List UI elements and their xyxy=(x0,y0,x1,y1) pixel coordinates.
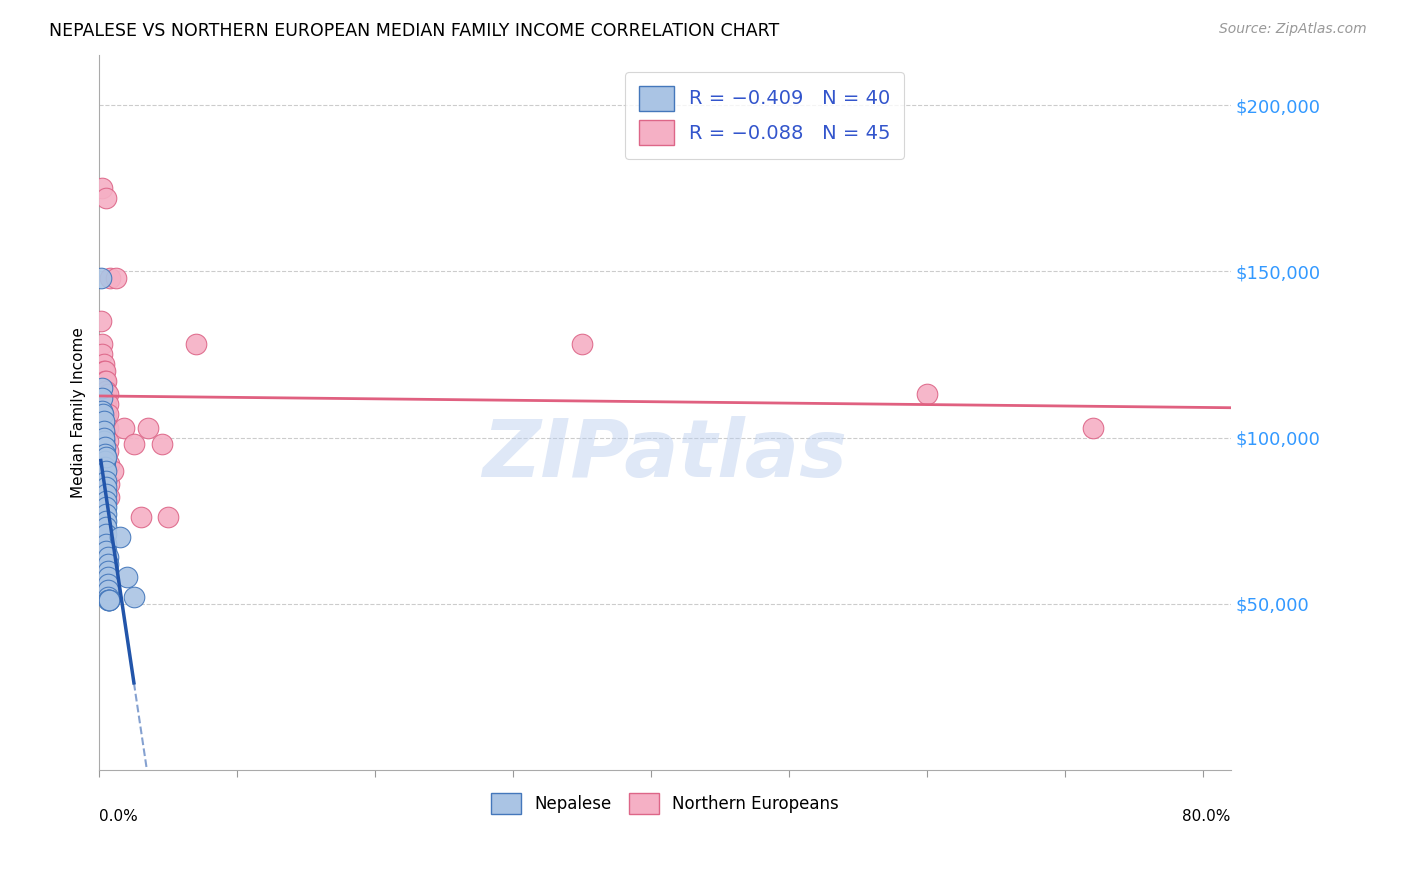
Point xyxy=(96,537,118,551)
Text: NEPALESE VS NORTHERN EUROPEAN MEDIAN FAMILY INCOME CORRELATION CHART: NEPALESE VS NORTHERN EUROPEAN MEDIAN FAM… xyxy=(49,22,779,40)
Point xyxy=(98,457,121,471)
Point xyxy=(94,441,117,455)
Point xyxy=(97,564,120,578)
Point xyxy=(104,271,127,285)
Point xyxy=(96,407,118,421)
Point xyxy=(97,434,120,448)
Point xyxy=(96,487,118,501)
Point xyxy=(91,347,114,361)
Point xyxy=(96,374,118,388)
Point xyxy=(94,374,117,388)
Point xyxy=(93,424,115,438)
Y-axis label: Median Family Income: Median Family Income xyxy=(72,327,86,498)
Point xyxy=(94,397,117,411)
Point xyxy=(96,420,118,434)
Point xyxy=(93,414,115,428)
Point xyxy=(97,550,120,565)
Point xyxy=(94,407,117,421)
Point xyxy=(97,443,120,458)
Text: 80.0%: 80.0% xyxy=(1182,809,1230,824)
Point xyxy=(103,464,125,478)
Point xyxy=(97,583,120,598)
Point xyxy=(98,477,121,491)
Point xyxy=(96,520,118,534)
Point xyxy=(96,543,118,558)
Point xyxy=(93,387,115,401)
Point xyxy=(96,401,118,415)
Text: Source: ZipAtlas.com: Source: ZipAtlas.com xyxy=(1219,22,1367,37)
Point xyxy=(90,271,112,285)
Point xyxy=(93,434,115,448)
Point xyxy=(93,357,115,371)
Point xyxy=(97,420,120,434)
Point xyxy=(108,530,131,544)
Point xyxy=(96,480,118,494)
Point xyxy=(96,474,118,488)
Legend: Nepalese, Northern Europeans: Nepalese, Northern Europeans xyxy=(479,781,851,826)
Point xyxy=(91,181,114,195)
Point xyxy=(150,437,173,451)
Point xyxy=(91,337,114,351)
Point xyxy=(122,437,145,451)
Point xyxy=(97,557,120,571)
Point xyxy=(91,407,114,421)
Point xyxy=(96,464,118,478)
Point xyxy=(112,420,135,434)
Point xyxy=(96,507,118,521)
Point xyxy=(97,387,120,401)
Point xyxy=(97,576,120,591)
Point xyxy=(98,593,121,607)
Point xyxy=(122,590,145,604)
Point xyxy=(184,337,207,351)
Point xyxy=(94,460,117,475)
Point xyxy=(96,191,118,205)
Point xyxy=(136,420,159,434)
Point xyxy=(94,454,117,468)
Point xyxy=(97,397,120,411)
Point xyxy=(157,510,180,524)
Point xyxy=(98,491,121,505)
Point xyxy=(96,384,118,398)
Point xyxy=(96,514,118,528)
Point xyxy=(96,500,118,515)
Point xyxy=(91,404,114,418)
Point xyxy=(129,510,152,524)
Point xyxy=(96,393,118,408)
Point xyxy=(1081,420,1104,434)
Point xyxy=(97,590,120,604)
Point xyxy=(96,493,118,508)
Point xyxy=(915,387,938,401)
Point xyxy=(96,427,118,442)
Point xyxy=(98,593,121,607)
Point xyxy=(90,314,112,328)
Point xyxy=(94,447,117,461)
Point xyxy=(94,364,117,378)
Point xyxy=(98,593,121,607)
Point xyxy=(115,570,138,584)
Point xyxy=(93,430,115,444)
Point xyxy=(94,384,117,398)
Point xyxy=(94,450,117,465)
Point xyxy=(96,527,118,541)
Point xyxy=(93,364,115,378)
Text: ZIPatlas: ZIPatlas xyxy=(482,417,848,494)
Point xyxy=(96,414,118,428)
Point xyxy=(97,570,120,584)
Point xyxy=(97,407,120,421)
Point xyxy=(97,593,120,607)
Point xyxy=(100,271,122,285)
Point xyxy=(571,337,593,351)
Point xyxy=(94,391,117,405)
Text: 0.0%: 0.0% xyxy=(100,809,138,824)
Point xyxy=(91,391,114,405)
Point xyxy=(93,377,115,392)
Point xyxy=(90,381,112,395)
